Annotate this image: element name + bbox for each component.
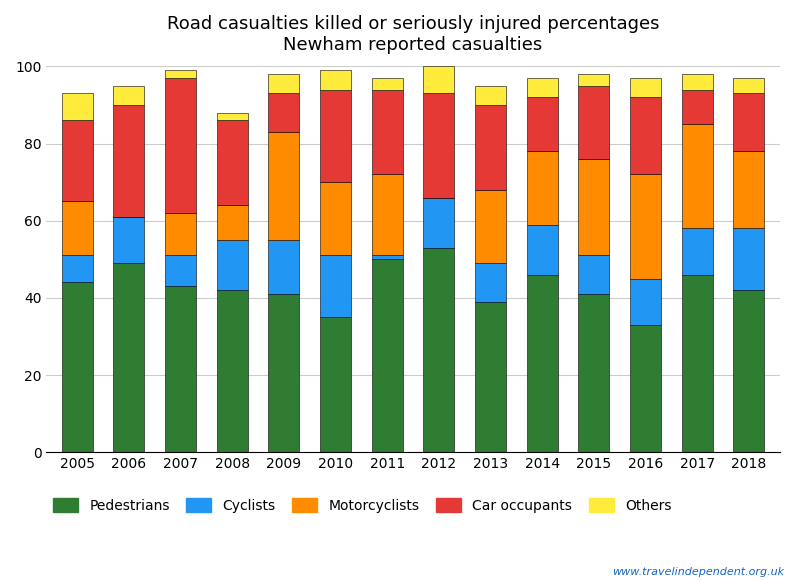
Bar — [475, 86, 506, 105]
Bar — [165, 287, 196, 452]
Bar — [630, 97, 661, 175]
Bar — [165, 70, 196, 78]
Bar — [734, 151, 764, 229]
Bar — [320, 70, 351, 90]
Text: www.travelindependent.org.uk: www.travelindependent.org.uk — [612, 567, 784, 577]
Title: Road casualties killed or seriously injured percentages
Newham reported casualti: Road casualties killed or seriously inju… — [166, 15, 659, 54]
Bar — [475, 302, 506, 452]
Bar — [578, 159, 610, 255]
Bar — [682, 90, 713, 124]
Bar — [526, 97, 558, 151]
Bar — [372, 90, 402, 175]
Legend: Pedestrians, Cyclists, Motorcyclists, Car occupants, Others: Pedestrians, Cyclists, Motorcyclists, Ca… — [53, 498, 671, 513]
Bar — [217, 240, 248, 290]
Bar — [62, 282, 93, 452]
Bar — [423, 198, 454, 248]
Bar — [217, 113, 248, 121]
Bar — [682, 275, 713, 452]
Bar — [578, 74, 610, 86]
Bar — [62, 255, 93, 282]
Bar — [682, 124, 713, 229]
Bar — [268, 132, 299, 240]
Bar — [682, 74, 713, 90]
Bar — [165, 213, 196, 255]
Bar — [114, 217, 144, 263]
Bar — [372, 78, 402, 90]
Bar — [268, 74, 299, 93]
Bar — [372, 259, 402, 452]
Bar — [114, 263, 144, 452]
Bar — [423, 248, 454, 452]
Bar — [320, 317, 351, 452]
Bar — [320, 255, 351, 317]
Bar — [423, 93, 454, 198]
Bar — [217, 121, 248, 205]
Bar — [268, 294, 299, 452]
Bar — [630, 78, 661, 97]
Bar — [734, 93, 764, 151]
Bar — [423, 67, 454, 93]
Bar — [475, 105, 506, 190]
Bar — [268, 240, 299, 294]
Bar — [630, 175, 661, 278]
Bar — [475, 190, 506, 263]
Bar — [165, 78, 196, 213]
Bar — [217, 205, 248, 240]
Bar — [526, 224, 558, 275]
Bar — [526, 151, 558, 224]
Bar — [734, 229, 764, 290]
Bar — [372, 255, 402, 259]
Bar — [630, 278, 661, 325]
Bar — [682, 229, 713, 275]
Bar — [734, 290, 764, 452]
Bar — [475, 263, 506, 302]
Bar — [372, 175, 402, 255]
Bar — [320, 90, 351, 182]
Bar — [114, 105, 144, 217]
Bar — [734, 78, 764, 93]
Bar — [62, 93, 93, 121]
Bar — [62, 201, 93, 255]
Bar — [217, 290, 248, 452]
Bar — [165, 255, 196, 287]
Bar — [320, 182, 351, 255]
Bar — [578, 86, 610, 159]
Bar — [114, 86, 144, 105]
Bar — [578, 255, 610, 294]
Bar — [526, 78, 558, 97]
Bar — [62, 121, 93, 201]
Bar — [630, 325, 661, 452]
Bar — [268, 93, 299, 132]
Bar — [578, 294, 610, 452]
Bar — [526, 275, 558, 452]
